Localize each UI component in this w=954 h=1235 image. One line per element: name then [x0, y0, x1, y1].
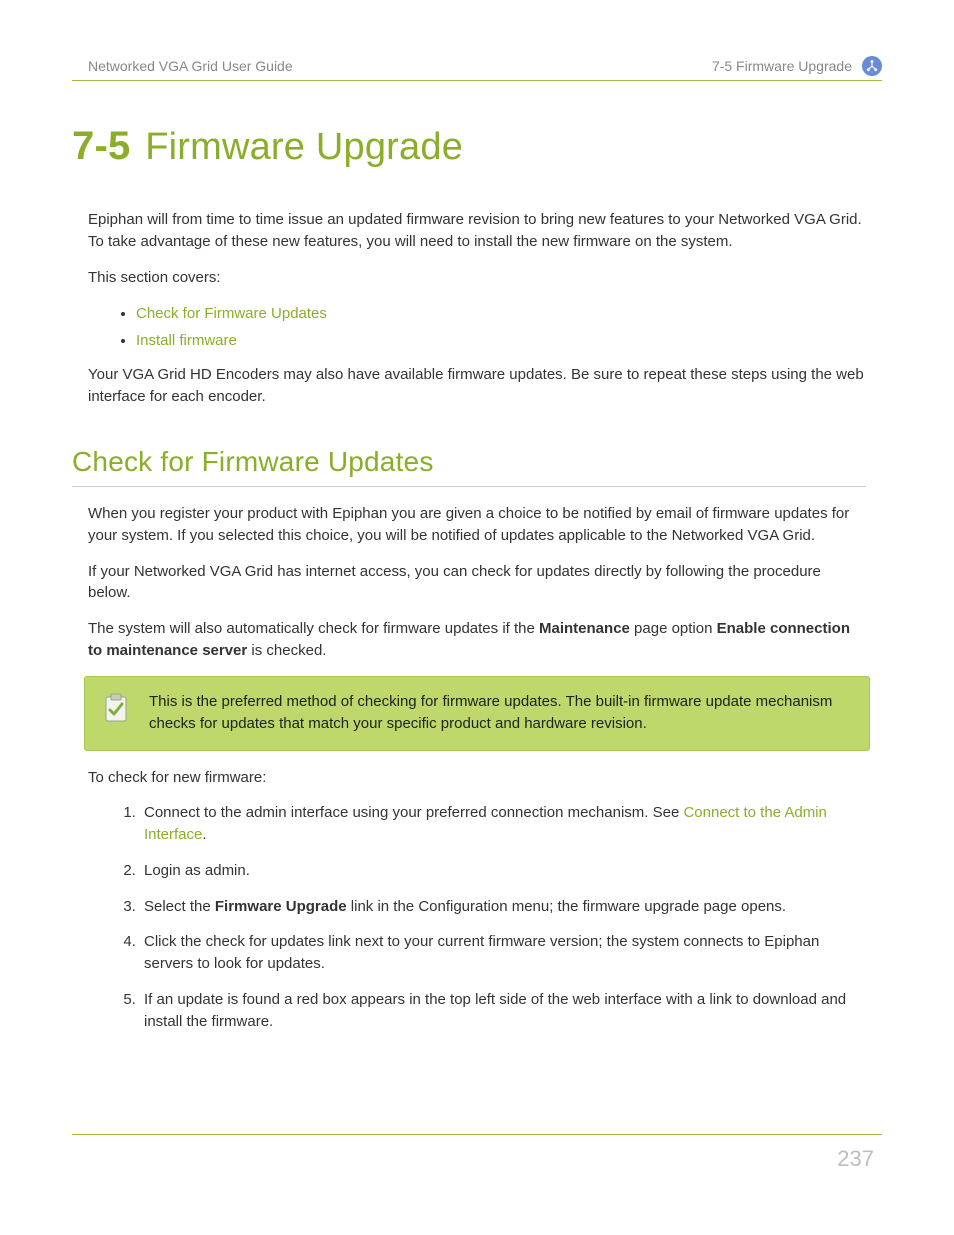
- header-right-text: 7-5 Firmware Upgrade: [712, 56, 852, 76]
- p3-before: The system will also automatically check…: [88, 620, 539, 637]
- step-1: Connect to the admin interface using you…: [140, 802, 866, 846]
- step-1-before: Connect to the admin interface using you…: [144, 804, 683, 821]
- steps-list: Connect to the admin interface using you…: [88, 802, 866, 1032]
- note-callout: This is the preferred method of checking…: [84, 676, 870, 751]
- document-page: Networked VGA Grid User Guide 7-5 Firmwa…: [0, 0, 954, 1235]
- step-3-before: Select the: [144, 898, 215, 915]
- intro-p3: Your VGA Grid HD Encoders may also have …: [88, 364, 866, 408]
- step-3-after: link in the Configuration menu; the firm…: [347, 898, 786, 915]
- intro-bullets: Check for Firmware Updates Install firmw…: [88, 303, 866, 353]
- bullet-link-install-firmware[interactable]: Install firmware: [136, 330, 866, 352]
- check-p1: When you register your product with Epip…: [88, 503, 866, 547]
- page-header: Networked VGA Grid User Guide 7-5 Firmwa…: [72, 56, 882, 81]
- page-title: 7-5 Firmware Upgrade: [72, 117, 866, 175]
- clipboard-check-icon: [103, 693, 129, 723]
- link-text: Install firmware: [136, 332, 237, 349]
- callout-text: This is the preferred method of checking…: [149, 691, 851, 736]
- header-right-wrap: 7-5 Firmware Upgrade: [712, 56, 882, 76]
- footer-rule: [72, 1134, 882, 1135]
- header-left-text: Networked VGA Grid User Guide: [88, 56, 293, 76]
- intro-p2: This section covers:: [88, 267, 866, 289]
- step-1-after: .: [202, 826, 206, 843]
- bullet-link-check-updates[interactable]: Check for Firmware Updates: [136, 303, 866, 325]
- step-5: If an update is found a red box appears …: [140, 989, 866, 1033]
- page-number: 237: [837, 1143, 874, 1175]
- intro-p1: Epiphan will from time to time issue an …: [88, 209, 866, 253]
- link-text: Check for Firmware Updates: [136, 305, 327, 322]
- p3-after: is checked.: [247, 642, 326, 659]
- step-4: Click the check for updates link next to…: [140, 931, 866, 975]
- step-2: Login as admin.: [140, 860, 866, 882]
- subheading-check-updates: Check for Firmware Updates: [72, 442, 866, 488]
- page-content: 7-5 Firmware Upgrade Epiphan will from t…: [88, 117, 866, 1032]
- tools-icon: [862, 56, 882, 76]
- step-3: Select the Firmware Upgrade link in the …: [140, 896, 866, 918]
- check-p3: The system will also automatically check…: [88, 618, 866, 662]
- section-number: 7-5: [72, 124, 130, 168]
- p3-mid: page option: [630, 620, 717, 637]
- title-text: Firmware Upgrade: [145, 126, 463, 168]
- check-p4: To check for new firmware:: [88, 767, 866, 789]
- step-3-bold: Firmware Upgrade: [215, 898, 347, 915]
- check-p2: If your Networked VGA Grid has internet …: [88, 561, 866, 605]
- p3-bold1: Maintenance: [539, 620, 630, 637]
